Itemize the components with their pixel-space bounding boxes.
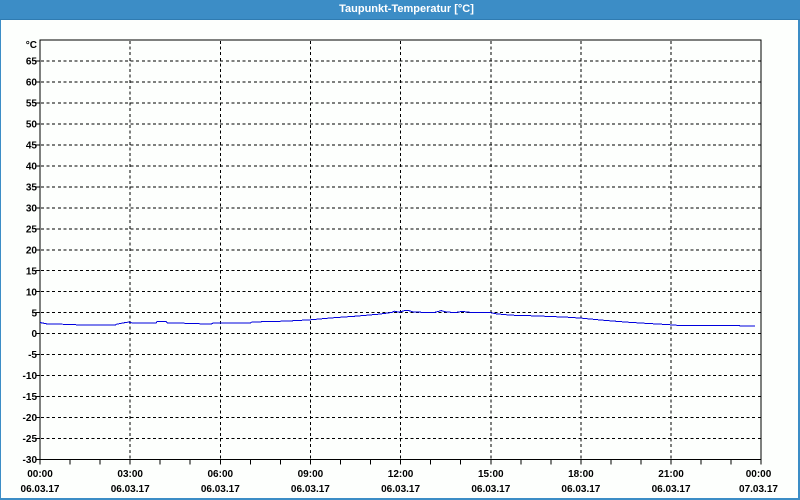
svg-text:06.03.17: 06.03.17 — [652, 484, 691, 495]
svg-text:-5: -5 — [28, 350, 37, 361]
svg-text:06.03.17: 06.03.17 — [291, 484, 330, 495]
svg-text:65: 65 — [26, 57, 38, 68]
svg-text:00:00: 00:00 — [27, 469, 53, 480]
svg-text:°C: °C — [26, 40, 37, 51]
svg-text:18:00: 18:00 — [568, 469, 594, 480]
svg-text:25: 25 — [26, 224, 38, 235]
svg-text:06.03.17: 06.03.17 — [471, 484, 510, 495]
svg-text:-30: -30 — [23, 455, 38, 466]
svg-text:-10: -10 — [23, 371, 38, 382]
svg-text:35: 35 — [26, 182, 38, 193]
svg-text:50: 50 — [26, 120, 38, 131]
svg-text:55: 55 — [26, 99, 38, 110]
svg-text:15: 15 — [26, 266, 38, 277]
svg-text:07.03.17: 07.03.17 — [739, 484, 778, 495]
svg-text:06.03.17: 06.03.17 — [201, 484, 240, 495]
svg-text:10: 10 — [26, 287, 38, 298]
svg-text:60: 60 — [26, 78, 38, 89]
svg-text:06.03.17: 06.03.17 — [381, 484, 420, 495]
svg-text:03:00: 03:00 — [117, 469, 143, 480]
svg-text:-15: -15 — [23, 392, 38, 403]
svg-text:06.03.17: 06.03.17 — [561, 484, 600, 495]
svg-text:5: 5 — [31, 308, 37, 319]
svg-text:0: 0 — [31, 329, 37, 340]
svg-text:40: 40 — [26, 161, 38, 172]
svg-text:45: 45 — [26, 141, 38, 152]
svg-text:15:00: 15:00 — [478, 469, 504, 480]
svg-text:09:00: 09:00 — [298, 469, 324, 480]
svg-text:12:00: 12:00 — [388, 469, 414, 480]
svg-text:30: 30 — [26, 203, 38, 214]
svg-text:20: 20 — [26, 245, 38, 256]
svg-text:06:00: 06:00 — [208, 469, 234, 480]
svg-text:06.03.17: 06.03.17 — [21, 484, 60, 495]
svg-text:-25: -25 — [23, 434, 38, 445]
svg-text:00:00: 00:00 — [746, 469, 772, 480]
svg-text:06.03.17: 06.03.17 — [111, 484, 150, 495]
svg-text:21:00: 21:00 — [658, 469, 684, 480]
svg-text:-20: -20 — [23, 413, 38, 424]
